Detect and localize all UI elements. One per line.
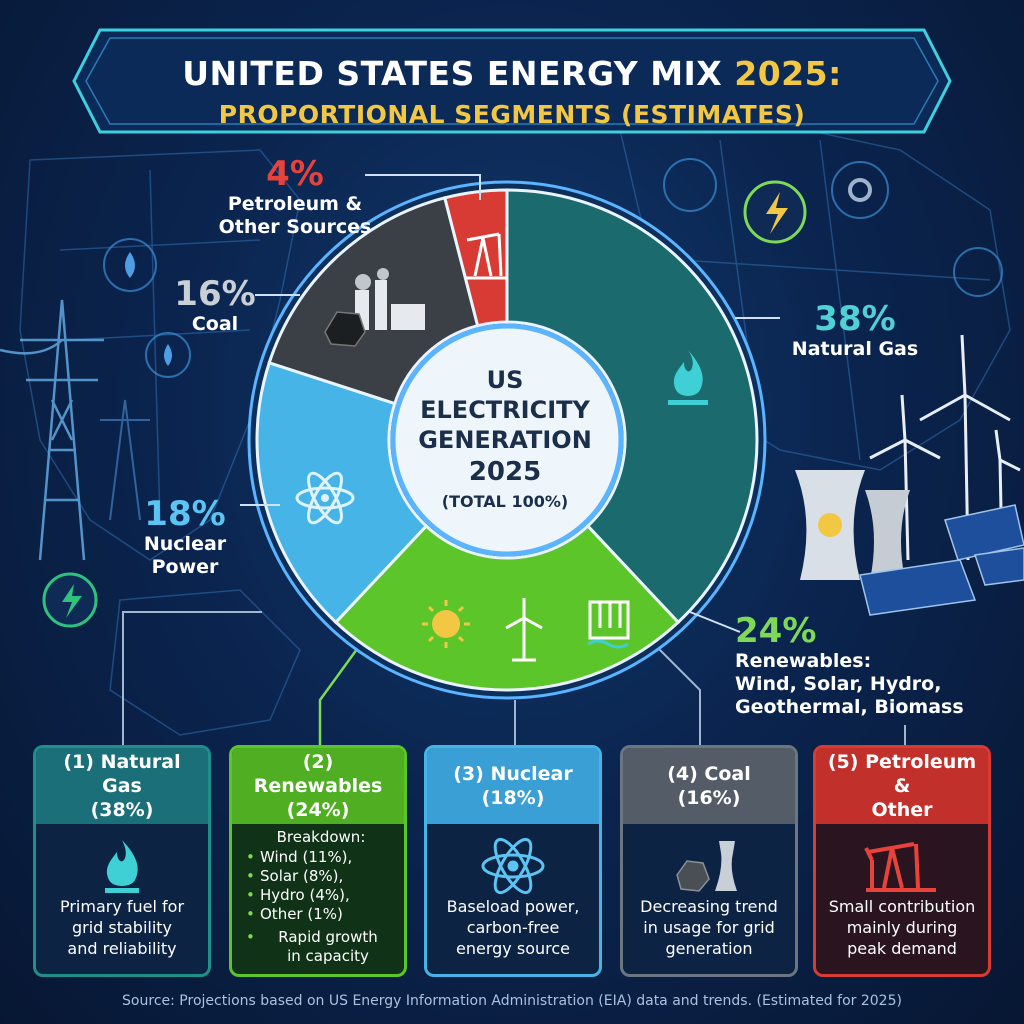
title-frame bbox=[72, 28, 952, 134]
label-natural-gas-pct: 38% bbox=[814, 299, 896, 339]
card-natural-gas-title: (1) Natural Gas (38%) bbox=[36, 748, 208, 824]
wind-turbine-icon bbox=[505, 598, 543, 662]
page-title: UNITED STATES ENERGY MIX 2025: bbox=[66, 54, 958, 93]
card-petroleum-desc: Small contribution mainly during peak de… bbox=[828, 897, 976, 958]
label-coal-pct: 16% bbox=[174, 274, 256, 314]
card-nuclear-title: (3) Nuclear (18%) bbox=[427, 748, 599, 824]
sun-icon bbox=[422, 600, 470, 648]
renewables-breakdown: Breakdown: Wind (11%), Solar (8%), Hydro… bbox=[246, 828, 396, 966]
label-natural-gas: 38% Natural Gas bbox=[780, 300, 930, 361]
cooling-tower-icon bbox=[795, 470, 910, 580]
card-natural-gas-desc: Primary fuel for grid stability and reli… bbox=[59, 897, 185, 958]
title-main: UNITED STATES ENERGY MIX bbox=[182, 54, 735, 93]
source-footnote: Source: Projections based on US Energy I… bbox=[122, 993, 902, 1009]
center-total: (TOTAL 100%) bbox=[441, 492, 569, 511]
breakdown-note: Rapid growth in capacity bbox=[246, 928, 396, 966]
card-petroleum-title: (5) Petroleum & Other bbox=[816, 748, 988, 824]
label-coal: 16% Coal bbox=[160, 275, 270, 336]
atom-icon bbox=[295, 471, 355, 525]
card-coal: (4) Coal (16%) Decreasing trend in usage… bbox=[620, 745, 798, 977]
center-year: 2025 bbox=[468, 457, 542, 487]
card-coal-desc: Decreasing trend in usage for grid gener… bbox=[640, 897, 778, 958]
flame-icon bbox=[668, 350, 708, 405]
slice-renewables bbox=[333, 523, 681, 692]
atom-icon bbox=[427, 826, 599, 906]
leader-line-renewables bbox=[689, 611, 741, 633]
gear-icon bbox=[848, 178, 872, 202]
coal-plant-icon bbox=[623, 826, 795, 906]
label-petroleum: 4% Petroleum & Other Sources bbox=[215, 155, 375, 239]
card-petroleum: (5) Petroleum & Other Small contribution… bbox=[813, 745, 991, 977]
lightning-icon bbox=[42, 572, 98, 628]
card-renewables: (2) Renewables (24%) Breakdown: Wind (11… bbox=[229, 745, 407, 977]
label-nuclear: 18% Nuclear Power bbox=[125, 495, 245, 579]
breakdown-item: Other (1%) bbox=[246, 905, 396, 924]
coal-plant-icon bbox=[324, 268, 425, 347]
card-natural-gas: (1) Natural Gas (38%) Primary fuel for g… bbox=[33, 745, 211, 977]
breakdown-item: Solar (8%), bbox=[246, 867, 396, 886]
label-petroleum-pct: 4% bbox=[266, 154, 324, 194]
transmission-tower-icon bbox=[0, 299, 104, 561]
breakdown-item: Wind (11%), bbox=[246, 848, 396, 867]
label-renewables-name: Renewables: Wind, Solar, Hydro, Geotherm… bbox=[735, 650, 964, 718]
label-coal-name: Coal bbox=[191, 313, 239, 335]
slice-natural-gas bbox=[505, 188, 759, 625]
slice-coal bbox=[267, 196, 480, 406]
slice-nuclear bbox=[255, 360, 429, 625]
label-nuclear-pct: 18% bbox=[144, 494, 226, 534]
breakdown-item: Hydro (4%), bbox=[246, 886, 396, 905]
label-natural-gas-name: Natural Gas bbox=[791, 338, 919, 360]
breakdown-title: Breakdown: bbox=[276, 828, 366, 846]
solar-panel-icon bbox=[859, 504, 1024, 616]
label-renewables-pct: 24% bbox=[735, 611, 817, 651]
card-nuclear-desc: Baseload power, carbon-free energy sourc… bbox=[446, 897, 580, 958]
oil-pump-icon bbox=[465, 232, 507, 280]
card-nuclear: (3) Nuclear (18%) Baseload power, carbon… bbox=[424, 745, 602, 977]
title-banner: UNITED STATES ENERGY MIX 2025: PROPORTIO… bbox=[66, 22, 958, 140]
lightning-icon bbox=[743, 180, 807, 244]
leader-line-petroleum bbox=[365, 174, 481, 200]
page-subtitle: PROPORTIONAL SEGMENTS (ESTIMATES) bbox=[218, 100, 806, 129]
flame-icon bbox=[36, 826, 208, 906]
donut-center-disc bbox=[390, 323, 624, 557]
hydro-dam-icon bbox=[587, 600, 630, 649]
card-renewables-title: (2) Renewables (24%) bbox=[232, 748, 404, 824]
oil-pump-icon bbox=[816, 826, 988, 906]
label-nuclear-name: Nuclear Power bbox=[143, 533, 227, 578]
title-year: 2025: bbox=[734, 54, 842, 93]
chart-center-label: US ELECTRICITY GENERATION 2025 (TOTAL 10… bbox=[395, 365, 615, 515]
center-title: US ELECTRICITY GENERATION bbox=[418, 366, 592, 454]
label-petroleum-name: Petroleum & Other Sources bbox=[218, 193, 372, 238]
label-renewables: 24% Renewables: Wind, Solar, Hydro, Geot… bbox=[735, 612, 985, 719]
card-coal-title: (4) Coal (16%) bbox=[623, 748, 795, 824]
slice-petroleum bbox=[443, 188, 509, 328]
